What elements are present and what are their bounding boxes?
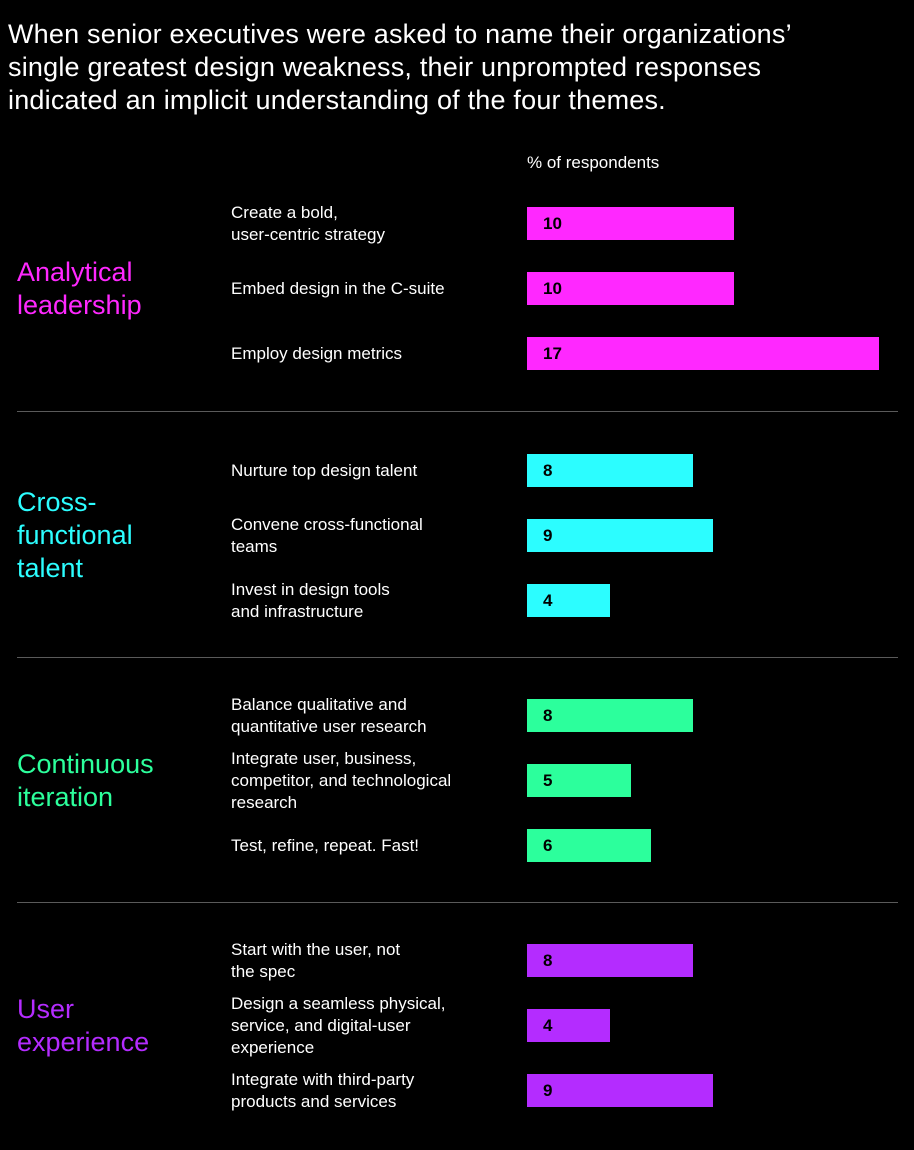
- theme-label-line: talent: [17, 553, 84, 583]
- data-label: 5: [543, 771, 553, 790]
- category-label-line: Integrate with third-party: [231, 1069, 415, 1089]
- category-label-line: Create a bold,: [231, 202, 338, 222]
- title-line: When senior executives were asked to nam…: [8, 19, 792, 49]
- data-label: 8: [543, 461, 553, 480]
- theme-label-line: functional: [17, 520, 133, 550]
- bar: 9: [527, 1074, 714, 1107]
- data-label: 17: [543, 344, 562, 363]
- category-label: Invest in design tools and infrastructure: [231, 579, 521, 623]
- category-label: Create a bold, user-centric strategy: [231, 202, 521, 246]
- category-label: Employ design metrics: [231, 343, 521, 365]
- group-divider: [17, 902, 898, 903]
- theme-label: Cross-functional talent: [17, 486, 133, 585]
- theme-label-line: iteration: [17, 781, 114, 812]
- theme-label-line: Cross-: [17, 487, 97, 517]
- theme-label-line: experience: [17, 1026, 150, 1057]
- bar: 9: [527, 519, 714, 552]
- category-label: Embed design in the C-suite: [231, 278, 521, 300]
- category-label-line: the spec: [231, 961, 296, 981]
- category-label-line: teams: [231, 536, 278, 556]
- category-label-line: Nurture top design talent: [231, 460, 418, 480]
- category-label-line: Test, refine, repeat. Fast!: [231, 835, 420, 855]
- category-label-line: Start with the user, not: [231, 939, 401, 959]
- category-label-line: user-centric strategy: [231, 224, 385, 244]
- chart-title: When senior executives were asked to nam…: [8, 18, 888, 117]
- data-label: 8: [543, 951, 553, 970]
- category-label-line: Invest in design tools: [231, 579, 390, 599]
- bar: 4: [527, 584, 610, 617]
- category-label-line: Employ design metrics: [231, 343, 403, 363]
- theme-label: Analytical leadership: [17, 256, 142, 322]
- data-label: 10: [543, 214, 562, 233]
- bar: 6: [527, 829, 652, 862]
- category-label-line: competitor, and technological: [231, 770, 452, 790]
- group-divider: [17, 411, 898, 412]
- bar: 17: [527, 337, 879, 370]
- data-label: 8: [543, 706, 553, 725]
- category-label: Integrate user, business, competitor, and…: [231, 748, 521, 814]
- category-label-line: experience: [231, 1037, 315, 1057]
- category-label: Design a seamless physical, service, and …: [231, 993, 521, 1059]
- bar: 5: [527, 764, 631, 797]
- category-label: Balance qualitative and quantitative user…: [231, 694, 521, 738]
- data-label: 9: [543, 1081, 553, 1100]
- data-label: 10: [543, 279, 562, 298]
- theme-label: User experience: [17, 993, 149, 1059]
- theme-label-line: Analytical: [17, 256, 133, 287]
- theme-label-line: leadership: [17, 289, 142, 320]
- bar: 8: [527, 699, 693, 732]
- category-label: Start with the user, not the spec: [231, 939, 521, 983]
- category-label-line: Design a seamless physical,: [231, 993, 446, 1013]
- bar: 8: [527, 944, 693, 977]
- bar: 10: [527, 207, 735, 240]
- bar: 4: [527, 1009, 610, 1042]
- bar: 10: [527, 272, 735, 305]
- category-label: Nurture top design talent: [231, 460, 521, 482]
- theme-label-line: User: [17, 993, 75, 1024]
- category-label-line: service, and digital-user: [231, 1015, 411, 1035]
- category-label-line: quantitative user research: [231, 716, 427, 736]
- data-label: 4: [543, 591, 553, 610]
- data-label: 9: [543, 526, 553, 545]
- data-label: 4: [543, 1016, 553, 1035]
- bar: 8: [527, 454, 693, 487]
- title-line: indicated an implicit understanding of t…: [8, 85, 666, 115]
- category-label: Test, refine, repeat. Fast!: [231, 835, 521, 857]
- category-label-line: Convene cross-functional: [231, 514, 423, 534]
- category-label-line: Integrate user, business,: [231, 748, 417, 768]
- category-label-line: and infrastructure: [231, 601, 364, 621]
- group-divider: [17, 657, 898, 658]
- category-label: Integrate with third-party products and s…: [231, 1069, 521, 1113]
- title-line: single greatest design weakness, their u…: [8, 52, 762, 82]
- theme-label: Continuous iteration: [17, 748, 154, 814]
- data-label: 6: [543, 836, 553, 855]
- theme-label-line: Continuous: [17, 748, 154, 779]
- axis-label: % of respondents: [527, 153, 660, 172]
- category-label-line: Embed design in the C-suite: [231, 278, 445, 298]
- category-label-line: products and services: [231, 1091, 397, 1111]
- category-label: Convene cross-functional teams: [231, 514, 521, 558]
- category-label-line: research: [231, 792, 298, 812]
- category-label-line: Balance qualitative and: [231, 694, 407, 714]
